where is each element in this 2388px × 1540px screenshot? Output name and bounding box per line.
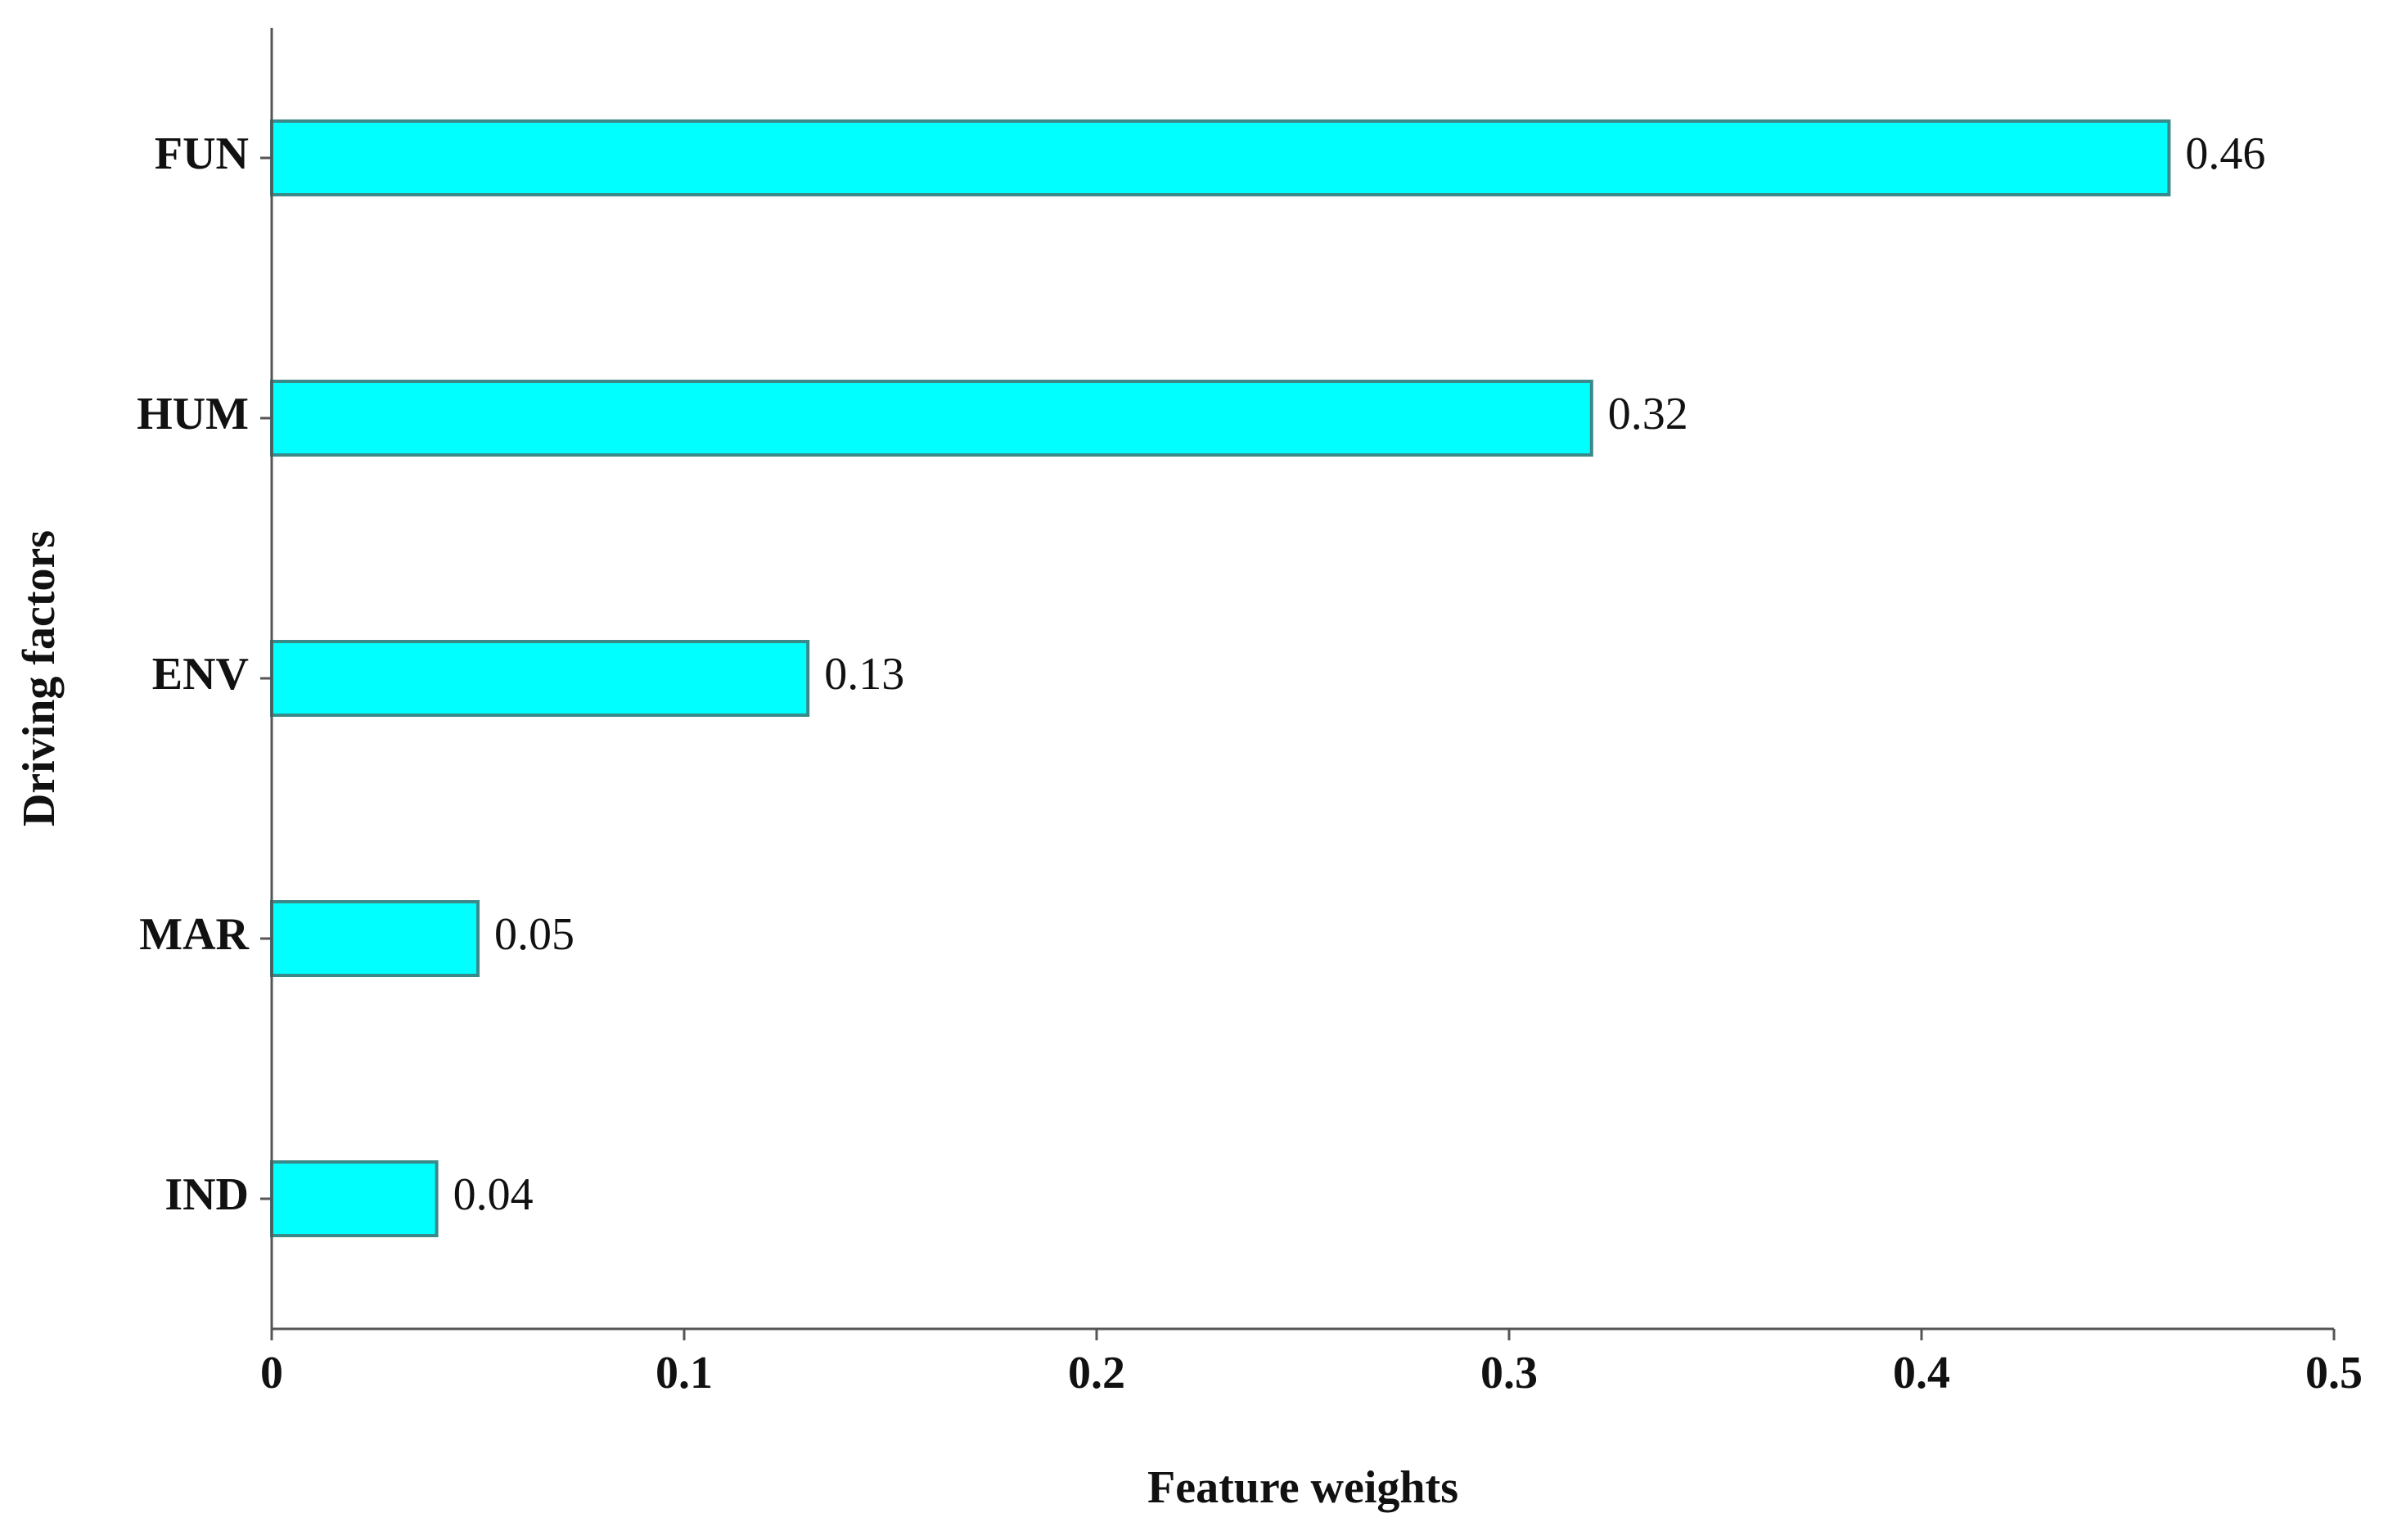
category-label-fun: FUN [155,128,249,179]
x-tick-label: 0 [260,1348,283,1398]
category-label-mar: MAR [139,909,249,960]
bars [270,119,2171,1237]
value-label-fun: 0.46 [2185,128,2265,179]
value-label-ind: 0.04 [453,1169,534,1220]
bar-ind [270,1160,439,1237]
bar-fun [270,119,2171,196]
bar-hum [270,380,1593,457]
y-axis-title: Driving factors [14,530,65,826]
x-tick-label: 0.1 [656,1348,713,1398]
bar-env [270,640,810,717]
x-tick-label: 0.4 [1893,1348,1950,1398]
x-tick-label: 0.2 [1068,1348,1125,1398]
ticks [260,156,2336,1340]
category-label-env: ENV [152,649,249,700]
x-tick-label: 0.5 [2305,1348,2363,1398]
x-tick-label: 0.3 [1480,1348,1538,1398]
x-axis-title: Feature weights [1147,1462,1458,1513]
labels: FUN 0.46 HUM 0.32 ENV 0.13 MAR 0.05 IND 0.04 0 0.1 0… [137,128,2363,1398]
bar-mar [270,900,480,977]
value-label-hum: 0.32 [1608,389,1688,439]
category-label-ind: IND [164,1169,249,1220]
value-label-mar: 0.05 [494,909,574,960]
value-label-env: 0.13 [824,649,904,700]
category-label-hum: HUM [137,389,249,439]
